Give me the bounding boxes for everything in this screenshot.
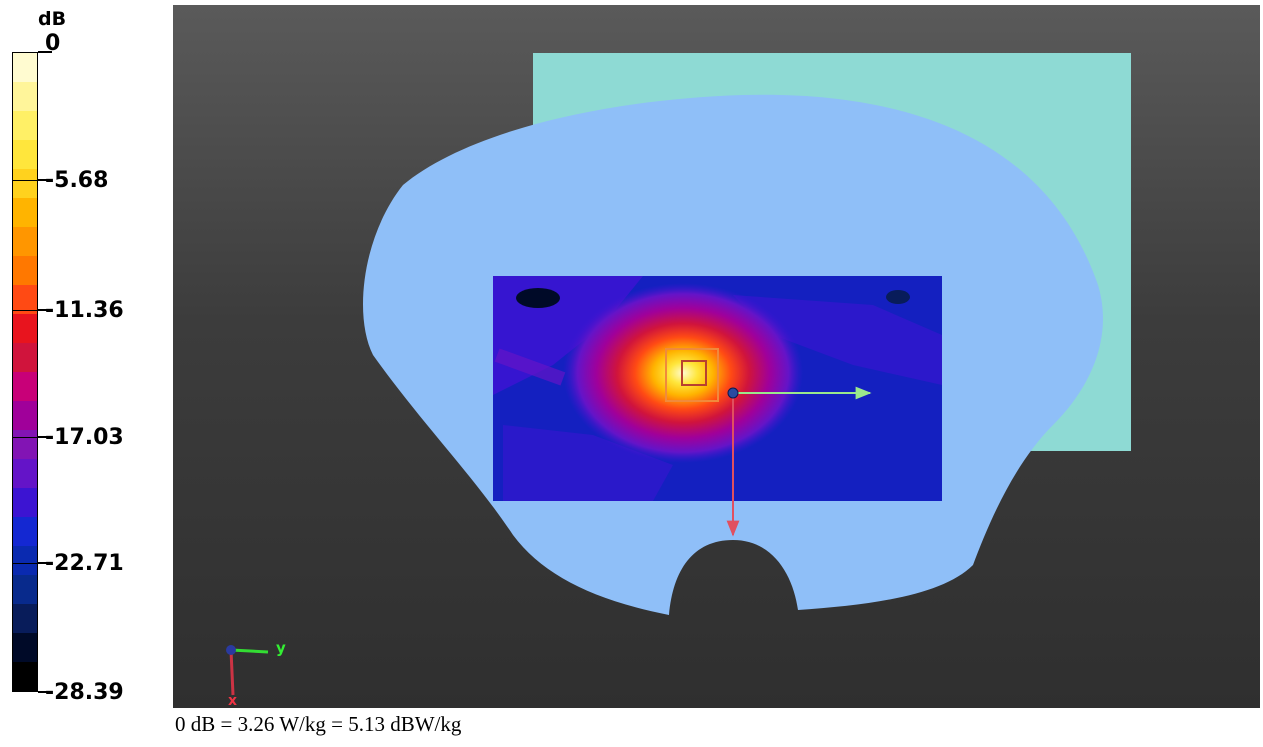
colorbar-segment <box>13 198 37 227</box>
colorbar-tick <box>38 436 52 438</box>
colorbar-tick-label: -17.03 <box>45 425 124 450</box>
colorbar-segment <box>13 546 37 575</box>
colorbar-tick <box>38 562 52 564</box>
colorbar-inner-tick <box>12 563 38 564</box>
colorbar-segment <box>13 53 37 82</box>
colorbar-segment <box>13 343 37 372</box>
colorbar-tick-label: -5.68 <box>45 168 109 193</box>
colorbar-tick-label: -22.71 <box>45 551 124 576</box>
colorbar-segment <box>13 575 37 604</box>
colorbar-segment <box>13 430 37 459</box>
sar-scene: y x <box>226 53 1131 708</box>
colorbar-tick <box>38 51 52 53</box>
3d-viewport[interactable]: y x <box>173 5 1260 708</box>
colorbar-tick-label: -11.36 <box>45 298 124 323</box>
colorbar-segment <box>13 285 37 314</box>
colorbar-segment <box>13 633 37 662</box>
colorbar-inner-tick <box>12 180 38 181</box>
colorbar-gradient <box>12 52 38 692</box>
colorbar-tick-label: 0 <box>45 31 61 56</box>
colorbar-segment <box>13 227 37 256</box>
colorbar-segment <box>13 256 37 285</box>
colorbar-segment <box>13 82 37 111</box>
zoom-scan-inner <box>681 360 707 386</box>
colorbar-segment <box>13 140 37 169</box>
colorbar-inner-tick <box>12 437 38 438</box>
probe-origin <box>727 387 739 399</box>
colorbar-segment <box>13 314 37 343</box>
triad-x-label: x <box>228 693 237 708</box>
colorbar-segment <box>13 401 37 430</box>
colorbar-segment <box>13 517 37 546</box>
colorbar-tick <box>38 691 52 693</box>
colorbar-segment <box>13 604 37 633</box>
triad-y-label: y <box>276 639 286 657</box>
colorbar-segment <box>13 459 37 488</box>
colorbar-segment <box>13 488 37 517</box>
reference-footnote: 0 dB = 3.26 W/kg = 5.13 dBW/kg <box>175 712 462 736</box>
colorbar-inner-tick <box>12 310 38 311</box>
colorbar-tick <box>38 179 52 181</box>
colorbar-segment <box>13 372 37 401</box>
colorbar-tick-label: -28.39 <box>45 680 124 705</box>
zoom-scan-outer <box>665 348 719 402</box>
colorbar-tick <box>38 309 52 311</box>
colorbar-segment <box>13 169 37 198</box>
colorbar-segment <box>13 662 37 691</box>
orientation-triad: y x <box>226 639 286 708</box>
colorbar-legend: dB 0 -5.68 -11.36 -17.03 -22.71 -28.39 <box>0 0 165 704</box>
colorbar-segment <box>13 111 37 140</box>
colorbar-unit-label: dB <box>38 8 67 30</box>
